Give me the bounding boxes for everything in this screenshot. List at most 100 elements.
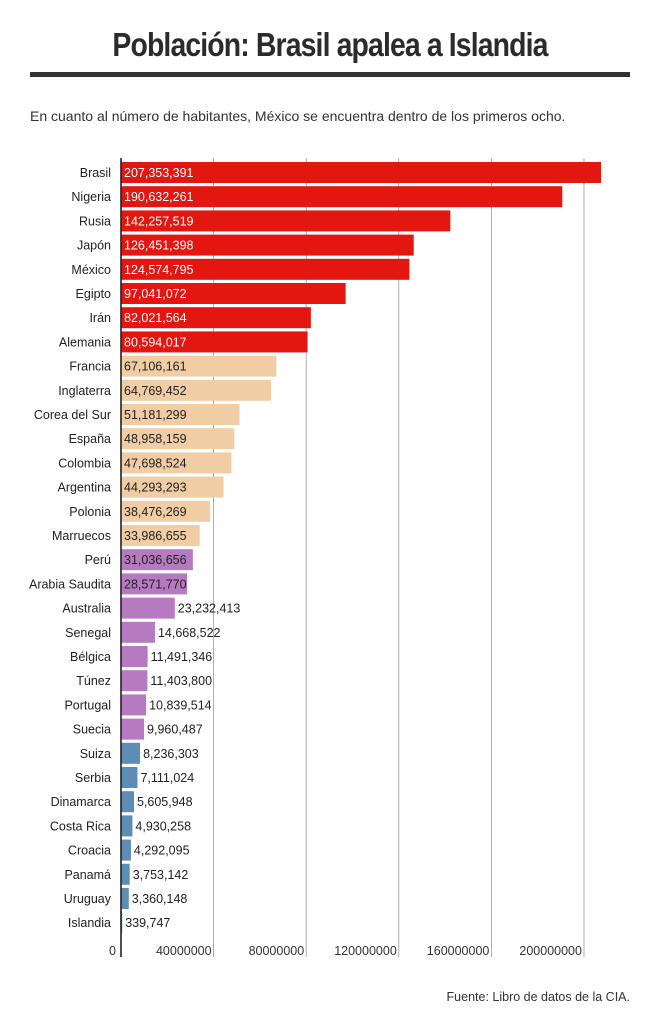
- category-label: Panamá: [64, 868, 111, 882]
- value-label: 33,986,655: [124, 529, 187, 543]
- value-label: 339,747: [125, 916, 170, 930]
- value-label: 80,594,017: [124, 335, 187, 349]
- category-label: Costa Rica: [50, 819, 111, 833]
- value-label: 28,571,770: [124, 577, 187, 591]
- bar-bélgica: [121, 646, 148, 667]
- value-label: 3,753,142: [133, 868, 189, 882]
- bar-túnez: [121, 670, 148, 692]
- value-label: 31,036,656: [124, 553, 187, 567]
- x-tick-label: 0: [109, 944, 116, 958]
- category-label: Francia: [69, 360, 111, 374]
- bar-egipto: [121, 283, 346, 304]
- value-label: 23,232,413: [178, 602, 241, 616]
- category-label: Serbia: [75, 771, 111, 785]
- x-tick-label: 160000000: [427, 944, 490, 958]
- category-labels: Brasil Nigeria Rusia Japón México Egipto Irán A…: [29, 166, 112, 930]
- value-label: 8,236,303: [143, 747, 199, 761]
- value-label: 11,403,800: [150, 674, 212, 688]
- value-label: 38,476,269: [124, 505, 187, 519]
- category-label: Japón: [77, 239, 111, 253]
- category-label: Argentina: [57, 481, 111, 495]
- value-label: 51,181,299: [124, 408, 187, 422]
- bar-argentina: [121, 476, 224, 498]
- bar-marruecos: [121, 525, 200, 546]
- category-label: Senegal: [65, 626, 111, 640]
- bars: [121, 162, 601, 934]
- category-label: Australia: [62, 602, 111, 616]
- value-labels: 207,353,391 190,632,261 142,257,519 126,451…: [124, 166, 240, 930]
- category-label: Egipto: [76, 287, 111, 301]
- x-tick-label: 120000000: [334, 944, 397, 958]
- category-label: Marruecos: [52, 529, 111, 543]
- bar-nigeria: [121, 186, 563, 208]
- bar-francia: [121, 355, 277, 377]
- value-label: 64,769,452: [124, 384, 187, 398]
- bar-suecia: [121, 718, 145, 740]
- category-label: Alemania: [59, 335, 111, 349]
- bar-croacia: [121, 839, 131, 861]
- bar-senegal: [121, 621, 155, 643]
- value-label: 4,292,095: [134, 844, 190, 858]
- value-label: 11,491,346: [151, 650, 213, 664]
- value-label: 126,451,398: [124, 239, 194, 253]
- category-label: Rusia: [79, 214, 111, 228]
- value-label: 82,021,564: [124, 311, 187, 325]
- x-tick-label: 80000000: [249, 944, 305, 958]
- bar-uruguay: [121, 888, 129, 909]
- value-label: 9,960,487: [147, 723, 203, 737]
- value-label: 124,574,795: [124, 263, 194, 277]
- category-label: Portugal: [64, 698, 111, 712]
- bar-arabia-saudita: [121, 573, 188, 595]
- category-label: Irán: [89, 311, 111, 325]
- category-label: Nigeria: [71, 190, 111, 204]
- category-label: Túnez: [76, 674, 111, 688]
- bar-irán: [121, 307, 311, 329]
- bar-colombia: [121, 452, 232, 474]
- category-label: Arabia Saudita: [29, 577, 111, 591]
- bar-brasil: [121, 162, 601, 183]
- category-label: Uruguay: [64, 892, 112, 906]
- category-label: Corea del Sur: [34, 408, 111, 422]
- bar-panamá: [121, 863, 130, 885]
- bar-inglaterra: [121, 379, 271, 401]
- category-label: Polonia: [69, 505, 111, 519]
- category-label: Bélgica: [70, 650, 111, 664]
- x-axis-ticks: 0 40000000 80000000 120000000 160000000 20000…: [109, 944, 582, 958]
- bar-méxico: [121, 258, 410, 280]
- bar-españa: [121, 428, 235, 450]
- bar-portugal: [121, 694, 147, 716]
- title-underline: [30, 72, 630, 77]
- category-label: Suecia: [73, 723, 111, 737]
- x-tick-label: 200000000: [519, 944, 582, 958]
- bar-rusia: [121, 210, 451, 232]
- category-label: Croacia: [68, 844, 111, 858]
- category-label: México: [71, 263, 111, 277]
- category-label: Perú: [85, 553, 111, 567]
- value-label: 10,839,514: [149, 698, 212, 712]
- value-label: 4,930,258: [135, 819, 191, 833]
- chart-subtitle: En cuanto al número de habitantes, Méxic…: [30, 108, 566, 124]
- category-label: Suiza: [80, 747, 111, 761]
- value-label: 47,698,524: [124, 456, 187, 470]
- chart-title: Población: Brasil apalea a Islandia: [112, 26, 548, 63]
- bar-perú: [121, 549, 193, 571]
- value-label: 142,257,519: [124, 214, 194, 228]
- bar-serbia: [121, 767, 138, 788]
- value-label: 190,632,261: [124, 190, 194, 204]
- value-label: 7,111,024: [140, 771, 194, 785]
- source-note: Fuente: Libro de datos de la CIA.: [446, 990, 630, 1004]
- category-label: Colombia: [58, 456, 111, 470]
- category-label: Dinamarca: [51, 795, 111, 809]
- value-label: 14,668,522: [158, 626, 221, 640]
- bar-japón: [121, 234, 414, 256]
- bar-australia: [121, 597, 175, 619]
- bar-costa-rica: [121, 815, 133, 837]
- bar-polonia: [121, 500, 211, 522]
- value-label: 207,353,391: [124, 166, 194, 180]
- category-label: Islandia: [68, 916, 111, 930]
- value-label: 3,360,148: [132, 892, 188, 906]
- category-label: Brasil: [80, 166, 111, 180]
- bar-suiza: [121, 742, 141, 764]
- value-label: 67,106,161: [124, 360, 187, 374]
